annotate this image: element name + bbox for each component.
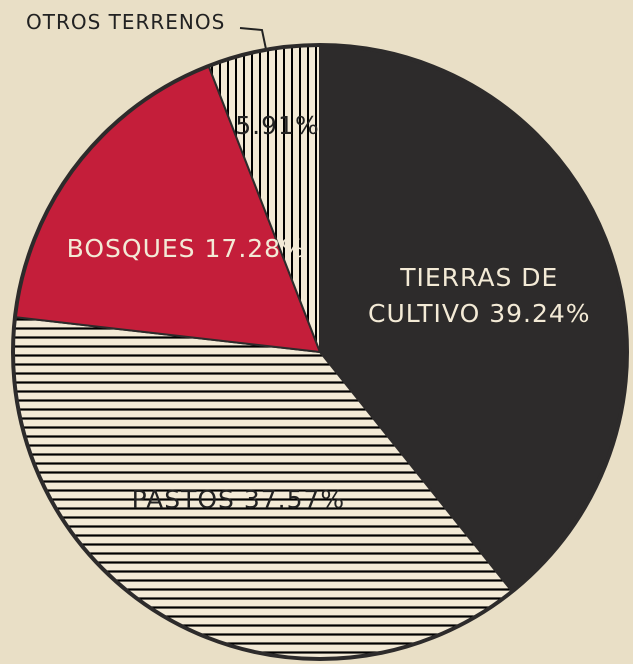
slice-label: BOSQUES 17.28% [56,231,316,267]
slice-label: 5.91% [235,108,319,144]
category-label: BOSQUES [66,233,196,263]
value-label: 39.24% [489,299,591,328]
value-label: 37.57% [243,484,346,514]
external-label: OTROS TERRENOS [26,10,226,34]
category-label: TIERRAS DE CULTIVO [368,262,559,328]
value-label: 17.28% [204,233,306,263]
value-label: 5.91% [235,110,320,140]
slice-label: PASTOS 37.57% [132,482,346,518]
pie-outline [11,43,629,661]
slice-label: TIERRAS DE CULTIVO 39.24% [349,260,609,333]
category-label: PASTOS [131,484,235,514]
